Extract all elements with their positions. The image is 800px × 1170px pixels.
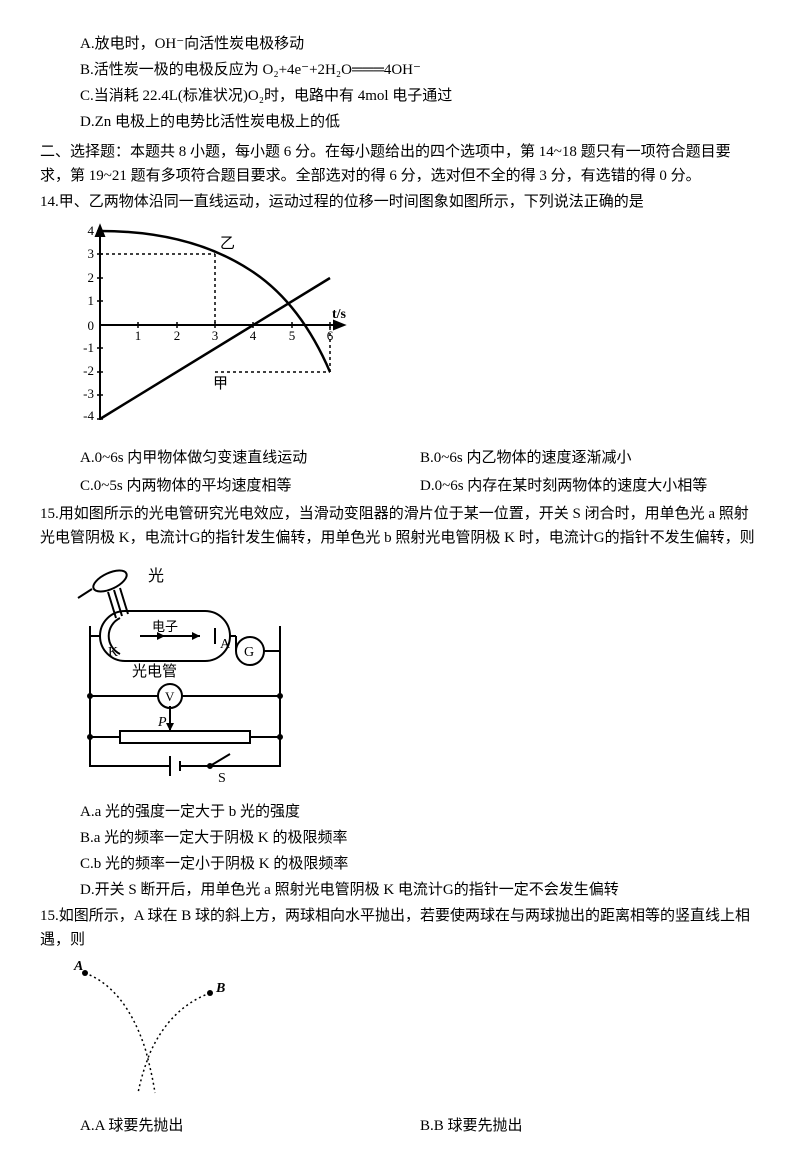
- q14-opt-a: A.0~6s 内甲物体做匀变速直线运动: [80, 446, 420, 470]
- q16-opt-b: B.B 球要先抛出: [420, 1114, 760, 1138]
- svg-text:t/s: t/s: [332, 307, 347, 322]
- svg-text:4: 4: [250, 328, 257, 343]
- q16-diagram: A B: [70, 958, 760, 1106]
- svg-text:P: P: [157, 715, 167, 730]
- svg-text:B: B: [215, 981, 225, 996]
- q15-opt-a: A.a 光的强度一定大于 b 光的强度: [80, 800, 760, 824]
- q14-label-jia: 甲: [213, 376, 228, 392]
- q13-opt-a: A.放电时，OH⁻向活性炭电极移动: [80, 32, 760, 56]
- svg-text:1: 1: [88, 293, 95, 308]
- svg-text:光: 光: [148, 567, 164, 585]
- q14-label-yi: 乙: [220, 236, 235, 252]
- svg-text:x/m: x/m: [108, 220, 131, 224]
- q14-opt-c: C.0~5s 内两物体的平均速度相等: [80, 474, 420, 498]
- svg-text:5: 5: [289, 328, 296, 343]
- q14-options: A.0~6s 内甲物体做匀变速直线运动 B.0~6s 内乙物体的速度逐渐减小 C…: [40, 444, 760, 500]
- svg-text:V: V: [165, 689, 175, 704]
- q13-options: A.放电时，OH⁻向活性炭电极移动 B.活性炭一极的电极反应为 O₂+4e⁻+2…: [40, 32, 760, 134]
- svg-text:-4: -4: [83, 408, 94, 423]
- svg-text:-3: -3: [83, 386, 94, 401]
- q13-opt-b: B.活性炭一极的电极反应为 O₂+4e⁻+2H₂O═══4OH⁻: [80, 58, 760, 82]
- svg-text:光电管: 光电管: [132, 663, 177, 680]
- q13-opt-c: C.当消耗 22.4L(标准状况)O₂时，电路中有 4mol 电子通过: [80, 84, 760, 108]
- svg-text:A: A: [73, 959, 83, 974]
- svg-text:3: 3: [212, 328, 219, 343]
- svg-text:K: K: [108, 645, 118, 660]
- svg-text:-2: -2: [83, 363, 94, 378]
- q14-opt-d: D.0~6s 内存在某时刻两物体的速度大小相等: [420, 474, 760, 498]
- svg-text:S: S: [218, 771, 226, 786]
- q15-opt-b: B.a 光的频率一定大于阴极 K 的极限频率: [80, 826, 760, 850]
- section2-title: 二、选择题：本题共 8 小题，每小题 6 分。在每小题给出的四个选项中，第 14…: [40, 140, 760, 188]
- q16-opt-a: A.A 球要先抛出: [80, 1114, 420, 1138]
- svg-text:2: 2: [174, 328, 181, 343]
- svg-text:4: 4: [88, 223, 95, 238]
- svg-text:0: 0: [88, 318, 95, 333]
- q15-options: A.a 光的强度一定大于 b 光的强度 B.a 光的频率一定大于阴极 K 的极限…: [40, 800, 760, 902]
- svg-text:-1: -1: [83, 340, 94, 355]
- q16-stem: 15.如图所示，A 球在 B 球的斜上方，两球相向水平抛出，若要使两球在与两球抛…: [40, 904, 760, 952]
- q14-graph: 4 3 2 1 0 -1 -2 -3 -4 1 2 3 4 5 6: [70, 220, 760, 438]
- q15-opt-d: D.开关 S 断开后，用单色光 a 照射光电管阴极 K 电流计G的指针一定不会发…: [80, 878, 760, 902]
- svg-text:1: 1: [135, 328, 142, 343]
- svg-text:3: 3: [88, 246, 95, 261]
- q14-stem: 14.甲、乙两物体沿同一直线运动，运动过程的位移一时间图象如图所示，下列说法正确…: [40, 190, 760, 214]
- svg-text:G: G: [244, 645, 254, 660]
- q14-opt-b: B.0~6s 内乙物体的速度逐渐减小: [420, 446, 760, 470]
- svg-text:2: 2: [88, 270, 95, 285]
- svg-text:电子: 电子: [152, 619, 178, 634]
- q15-opt-c: C.b 光的频率一定小于阴极 K 的极限频率: [80, 852, 760, 876]
- q15-circuit: S P V G K A: [70, 556, 760, 794]
- q13-opt-d: D.Zn 电极上的电势比活性炭电极上的低: [80, 110, 760, 134]
- q15-stem: 15.用如图所示的光电管研究光电效应，当滑动变阻器的滑片位于某一位置，开关 S …: [40, 502, 760, 550]
- svg-text:A: A: [220, 637, 231, 652]
- q16-options: A.A 球要先抛出 B.B 球要先抛出: [40, 1112, 760, 1140]
